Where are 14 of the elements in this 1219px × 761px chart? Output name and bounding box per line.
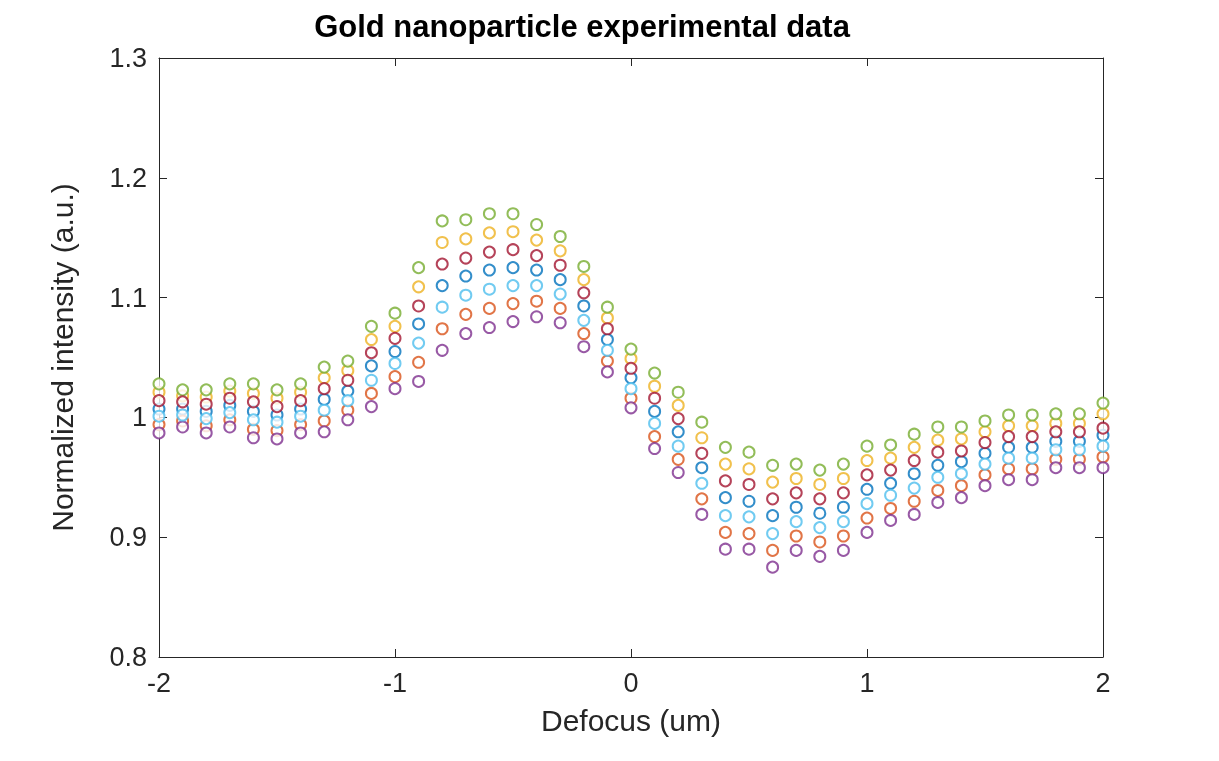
x-tick-label: 1	[859, 667, 875, 698]
y-axis-title: Normalized intensity (a.u.)	[45, 183, 79, 532]
x-tick-label: 2	[1095, 667, 1111, 698]
y-tick-label: 0.8	[109, 642, 147, 672]
y-tick-label: 1.1	[109, 282, 147, 313]
chart-title: Gold nanoparticle experimental data	[314, 9, 851, 44]
y-tick-label: 1.2	[109, 162, 147, 193]
y-tick-label: 0.9	[109, 522, 147, 553]
x-tick-label: -2	[146, 667, 172, 698]
x-tick-label: -1	[382, 667, 408, 698]
y-tick-label: 1.3	[109, 43, 147, 73]
y-tick-label: 1	[131, 402, 147, 433]
x-tick-label: 0	[623, 667, 639, 698]
x-axis-title: Defocus (um)	[540, 703, 722, 737]
